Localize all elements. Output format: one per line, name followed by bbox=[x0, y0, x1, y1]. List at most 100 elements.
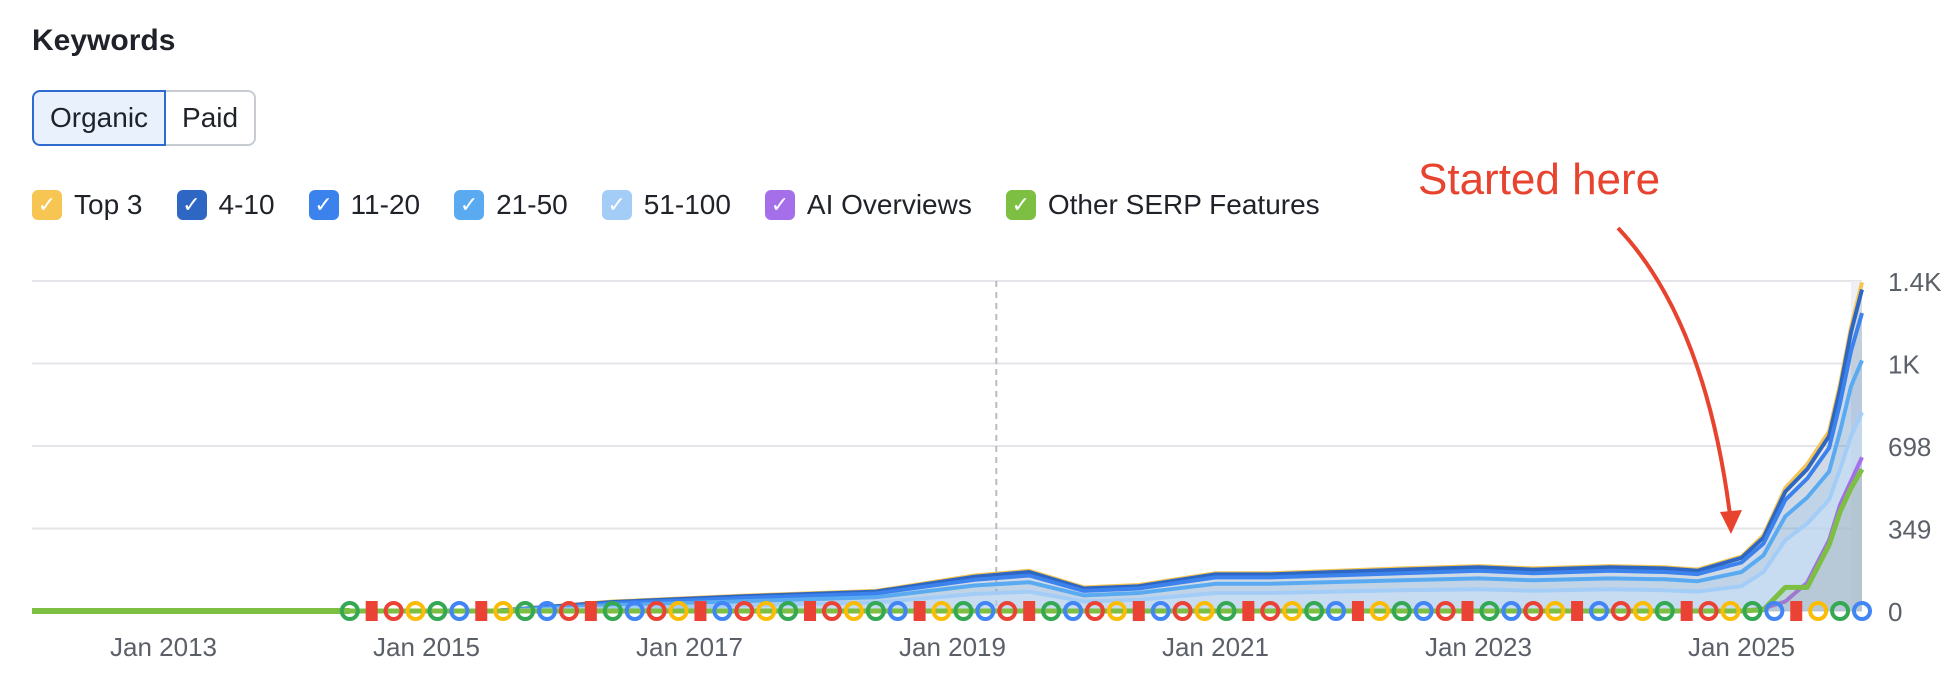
check-icon[interactable]: ✓ bbox=[454, 190, 485, 220]
organic-paid-toggle: Organic Paid bbox=[32, 90, 257, 146]
google-g-icon bbox=[1610, 601, 1631, 621]
google-g-icon bbox=[1435, 601, 1456, 621]
google-g-icon bbox=[1216, 601, 1237, 621]
google-g-icon bbox=[339, 601, 360, 621]
google-g-icon bbox=[1326, 601, 1347, 621]
serp-flag-icon bbox=[1790, 601, 1803, 621]
x-tick-label: Jan 2013 bbox=[110, 632, 217, 662]
serp-flag-icon bbox=[475, 601, 488, 621]
serp-flag-icon bbox=[1242, 601, 1255, 621]
google-g-icon bbox=[953, 601, 974, 621]
x-tick-label: Jan 2015 bbox=[373, 632, 480, 662]
google-g-icon bbox=[427, 601, 448, 621]
google-g-icon bbox=[756, 601, 777, 621]
chart-annotation: Started here bbox=[1418, 155, 1742, 534]
y-tick-label: 698 bbox=[1888, 432, 1931, 462]
legend-item-4-10[interactable]: ✓ 4-10 bbox=[176, 189, 275, 221]
google-g-icon bbox=[1764, 601, 1785, 621]
google-g-icon bbox=[1106, 601, 1127, 621]
x-tick-label: Jan 2021 bbox=[1162, 632, 1269, 662]
google-g-icon bbox=[1063, 601, 1084, 621]
google-g-icon bbox=[821, 601, 842, 621]
x-axis: Jan 2013 Jan 2015 Jan 2017 Jan 2019 Jan 2021… bbox=[110, 632, 1795, 662]
google-g-icon bbox=[1391, 601, 1412, 621]
serp-flag-icon bbox=[584, 601, 597, 621]
y-tick-label: 1.4K bbox=[1888, 267, 1942, 297]
legend-label: 11-20 bbox=[350, 189, 421, 220]
page-title: Keywords bbox=[32, 24, 176, 57]
serp-flag-icon bbox=[804, 601, 817, 621]
check-icon[interactable]: ✓ bbox=[32, 190, 62, 220]
legend-item-top-3[interactable]: ✓ Top 3 bbox=[32, 189, 143, 221]
google-g-icon bbox=[1084, 601, 1105, 621]
annotation-text: Started here bbox=[1418, 155, 1660, 204]
serp-flag-icon bbox=[1351, 601, 1364, 621]
google-g-icon bbox=[712, 601, 733, 621]
google-g-icon bbox=[1742, 601, 1763, 621]
google-g-icon bbox=[843, 601, 864, 621]
series-line bbox=[32, 467, 1865, 614]
google-g-icon bbox=[1523, 601, 1544, 621]
google-g-icon bbox=[405, 601, 426, 621]
serp-flag-icon bbox=[1132, 601, 1145, 621]
annotation-arrowhead bbox=[1720, 510, 1742, 534]
google-g-icon bbox=[1501, 601, 1522, 621]
google-g-icon bbox=[493, 601, 514, 621]
google-g-icon bbox=[1282, 601, 1303, 621]
google-g-icon bbox=[1479, 601, 1500, 621]
serp-flag-icon bbox=[1571, 601, 1584, 621]
legend-label: Other SERP Features bbox=[1047, 189, 1320, 220]
paid-tab[interactable]: Paid bbox=[164, 90, 257, 146]
series-line bbox=[32, 359, 1864, 613]
google-g-icon bbox=[602, 601, 623, 621]
legend-item-ai-overviews[interactable]: ✓ AI Overviews bbox=[764, 189, 972, 221]
google-g-icon bbox=[1369, 601, 1390, 621]
google-g-icon bbox=[449, 601, 470, 621]
legend-item-21-50[interactable]: ✓ 21-50 bbox=[454, 189, 568, 221]
x-tick-label: Jan 2019 bbox=[899, 632, 1006, 662]
google-g-icon bbox=[1830, 601, 1851, 621]
legend-label: Top 3 bbox=[74, 189, 143, 220]
check-icon[interactable]: ✓ bbox=[1005, 190, 1036, 220]
google-g-icon bbox=[1589, 601, 1610, 621]
google-g-icon bbox=[515, 601, 536, 621]
google-g-icon bbox=[865, 601, 886, 621]
check-icon[interactable]: ✓ bbox=[764, 190, 795, 220]
google-g-icon bbox=[1041, 601, 1062, 621]
legend-label: 21-50 bbox=[496, 189, 568, 220]
google-g-icon bbox=[931, 601, 952, 621]
check-icon[interactable]: ✓ bbox=[601, 190, 632, 220]
legend-item-51-100[interactable]: ✓ 51-100 bbox=[601, 189, 731, 221]
x-tick-label: Jan 2017 bbox=[636, 632, 743, 662]
series-line bbox=[32, 288, 1864, 613]
x-tick-label: Jan 2025 bbox=[1688, 632, 1795, 662]
series-area bbox=[32, 360, 1862, 611]
google-g-icon bbox=[1720, 601, 1741, 621]
google-g-icon bbox=[668, 601, 689, 621]
series-line bbox=[32, 312, 1864, 613]
google-g-icon bbox=[1413, 601, 1434, 621]
legend-item-other-serp-features[interactable]: ✓ Other SERP Features bbox=[1005, 189, 1320, 221]
serp-flag-icon bbox=[1461, 601, 1474, 621]
google-g-icon bbox=[383, 601, 404, 621]
organic-tab[interactable]: Organic bbox=[32, 90, 167, 146]
chart-grid bbox=[32, 280, 1862, 612]
google-g-icon bbox=[1194, 601, 1215, 621]
google-g-icon bbox=[1852, 601, 1872, 621]
legend-label: 4-10 bbox=[218, 189, 275, 220]
google-g-icon bbox=[1654, 601, 1675, 621]
serp-flag-icon bbox=[913, 601, 926, 621]
google-g-icon bbox=[1150, 601, 1171, 621]
legend-item-11-20[interactable]: ✓ 11-20 bbox=[308, 189, 421, 221]
serp-flag-icon bbox=[365, 601, 378, 621]
google-g-icon bbox=[887, 601, 908, 621]
y-tick-label: 0 bbox=[1888, 597, 1902, 627]
check-icon[interactable]: ✓ bbox=[308, 190, 339, 220]
check-icon[interactable]: ✓ bbox=[176, 190, 207, 220]
y-tick-label: 349 bbox=[1888, 515, 1931, 545]
google-g-icon bbox=[1545, 601, 1566, 621]
google-g-icon bbox=[537, 601, 558, 621]
google-g-icon bbox=[1808, 601, 1829, 621]
google-g-icon bbox=[558, 601, 579, 621]
